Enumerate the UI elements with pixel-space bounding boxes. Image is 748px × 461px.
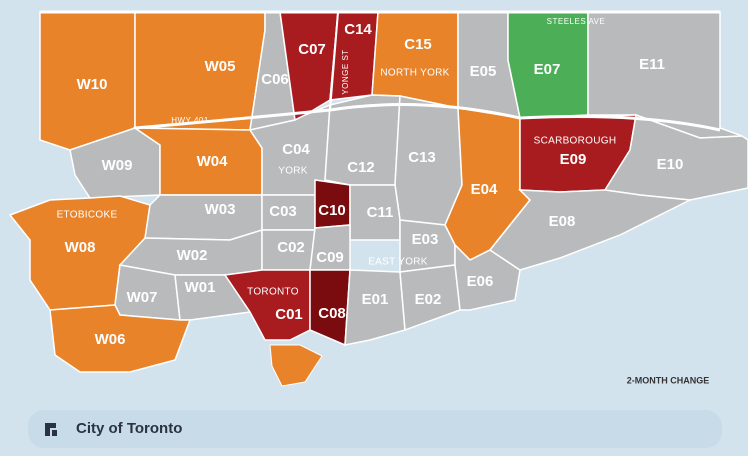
district-label: E05: [470, 63, 497, 80]
district-label: C02: [277, 239, 305, 256]
legend-label: 2-MONTH CHANGE: [627, 375, 710, 385]
district-label: E04: [471, 181, 498, 198]
district: [488, 189, 693, 271]
district-label: C09: [316, 249, 344, 266]
district-label: W06: [95, 331, 126, 348]
district-label: E03: [412, 231, 439, 248]
district-label: C06: [261, 71, 289, 88]
district-label: C11: [367, 204, 394, 221]
island: [269, 344, 323, 387]
area-label: SCARBOROUGH: [534, 136, 617, 147]
district-label: C13: [408, 149, 436, 166]
district-label: C14: [344, 21, 372, 38]
district-label: E10: [657, 156, 684, 173]
district-label: W03: [205, 201, 236, 218]
highway-401: [134, 103, 721, 132]
road-label: STEELES AVE: [547, 17, 606, 26]
district-label: W04: [197, 153, 229, 170]
district-label: E07: [534, 61, 561, 78]
district-label: W08: [65, 239, 96, 256]
district-label: W07: [127, 289, 158, 306]
district-label: W05: [205, 58, 236, 75]
yonge-st: [329, 11, 339, 111]
area-label: YORK: [278, 166, 308, 177]
district: [371, 11, 459, 109]
district-label: C10: [318, 202, 346, 219]
road-label: HWY 401: [171, 116, 209, 125]
district-label: E01: [362, 291, 389, 308]
district: [144, 194, 263, 241]
district: [603, 113, 748, 201]
labels: W10 W05 C06 C07 C14 C15 E05 E07 E11 W09 W04 W08 W03 W…: [57, 17, 684, 348]
district-label: E02: [415, 291, 442, 308]
districts: [8, 11, 748, 387]
district-label: W09: [102, 157, 133, 174]
area-label: ETOBICOKE: [57, 210, 118, 221]
district: [309, 224, 351, 271]
district-label: C12: [347, 159, 375, 176]
district: [454, 243, 521, 311]
area-label: TORONTO: [247, 287, 299, 298]
district-label: C04: [282, 141, 310, 158]
district-label: E09: [560, 151, 587, 168]
district: [174, 274, 252, 321]
district: [134, 11, 266, 131]
district-label: C01: [275, 306, 303, 323]
footer-bar: [28, 410, 722, 448]
district-label: E08: [549, 213, 576, 230]
district-label: C03: [269, 203, 297, 220]
area-label: NORTH YORK: [380, 68, 449, 79]
district-label: W01: [185, 279, 216, 296]
district-label: C15: [404, 36, 432, 53]
road-label: YONGE ST: [341, 49, 350, 94]
district-label: C08: [318, 305, 346, 322]
district-label: W10: [77, 76, 108, 93]
district: [344, 269, 406, 346]
district: [49, 304, 192, 373]
footer-title: City of Toronto: [76, 420, 182, 437]
district: [223, 269, 311, 341]
district-label: C07: [298, 41, 326, 58]
footer-icon: [45, 423, 57, 436]
district-label: E06: [467, 273, 494, 290]
district-label: E11: [639, 56, 665, 73]
area-label: EAST YORK: [368, 257, 428, 268]
district-label: W02: [177, 247, 208, 264]
